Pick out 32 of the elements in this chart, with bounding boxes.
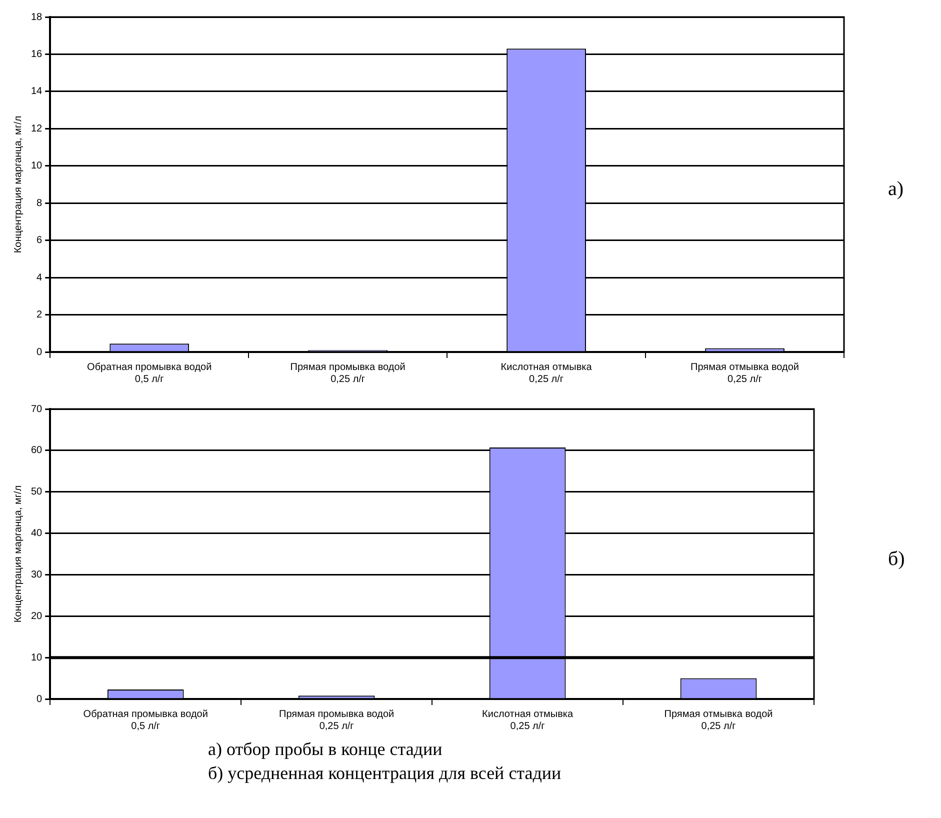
text: б) усредненная концентрация для всей стадии xyxy=(208,762,562,785)
y-tick-label: 20 xyxy=(31,610,43,622)
y-tick-label: 18 xyxy=(31,12,43,23)
y-tick-label: 40 xyxy=(31,528,43,540)
y-tick-label: 10 xyxy=(31,652,43,664)
y-axis-title: Концентрация марганца, мг/л xyxy=(12,116,24,254)
y-tick-label: 30 xyxy=(31,569,43,580)
y-tick-label: 70 xyxy=(31,404,43,415)
y-tick-label: 0 xyxy=(36,694,43,705)
y-tick-label: 12 xyxy=(31,123,43,134)
x-tick-label: Прямая промывка водой 0,25 л/г xyxy=(290,362,406,385)
y-tick-label: 60 xyxy=(31,445,43,456)
y-tick-label: 0 xyxy=(36,346,43,358)
text: а) отбор пробы в конце стадии xyxy=(208,738,444,761)
x-tick-label: Обратная промывка водой 0,5 л/г xyxy=(83,708,208,732)
x-tick-label: Прямая отмывка водой 0,25 л/г xyxy=(664,708,773,732)
y-tick-label: 50 xyxy=(31,486,43,498)
x-tick-label: Прямая отмывка водой 0,25 л/г xyxy=(690,362,799,385)
y-axis-title: Концентрация марганца, мг/л xyxy=(12,485,24,623)
y-tick-label: 8 xyxy=(36,198,43,209)
text: б) xyxy=(888,548,905,570)
y-tick-label: 6 xyxy=(36,235,43,246)
x-tick-label: Кислотная отмывка 0,25 л/г xyxy=(482,708,574,732)
x-tick-label: Кислотная отмывка 0,25 л/г xyxy=(500,362,592,385)
y-tick-label: 10 xyxy=(31,160,43,172)
x-tick-label: Прямая промывка водой 0,25 л/г xyxy=(279,708,394,732)
text: а) xyxy=(888,178,904,201)
x-tick-label: Обратная промывка водой 0,5 л/г xyxy=(87,362,212,385)
y-tick-label: 2 xyxy=(36,310,43,321)
y-tick-label: 14 xyxy=(31,86,43,98)
y-tick-label: 16 xyxy=(31,48,43,60)
y-tick-label: 4 xyxy=(36,272,43,284)
